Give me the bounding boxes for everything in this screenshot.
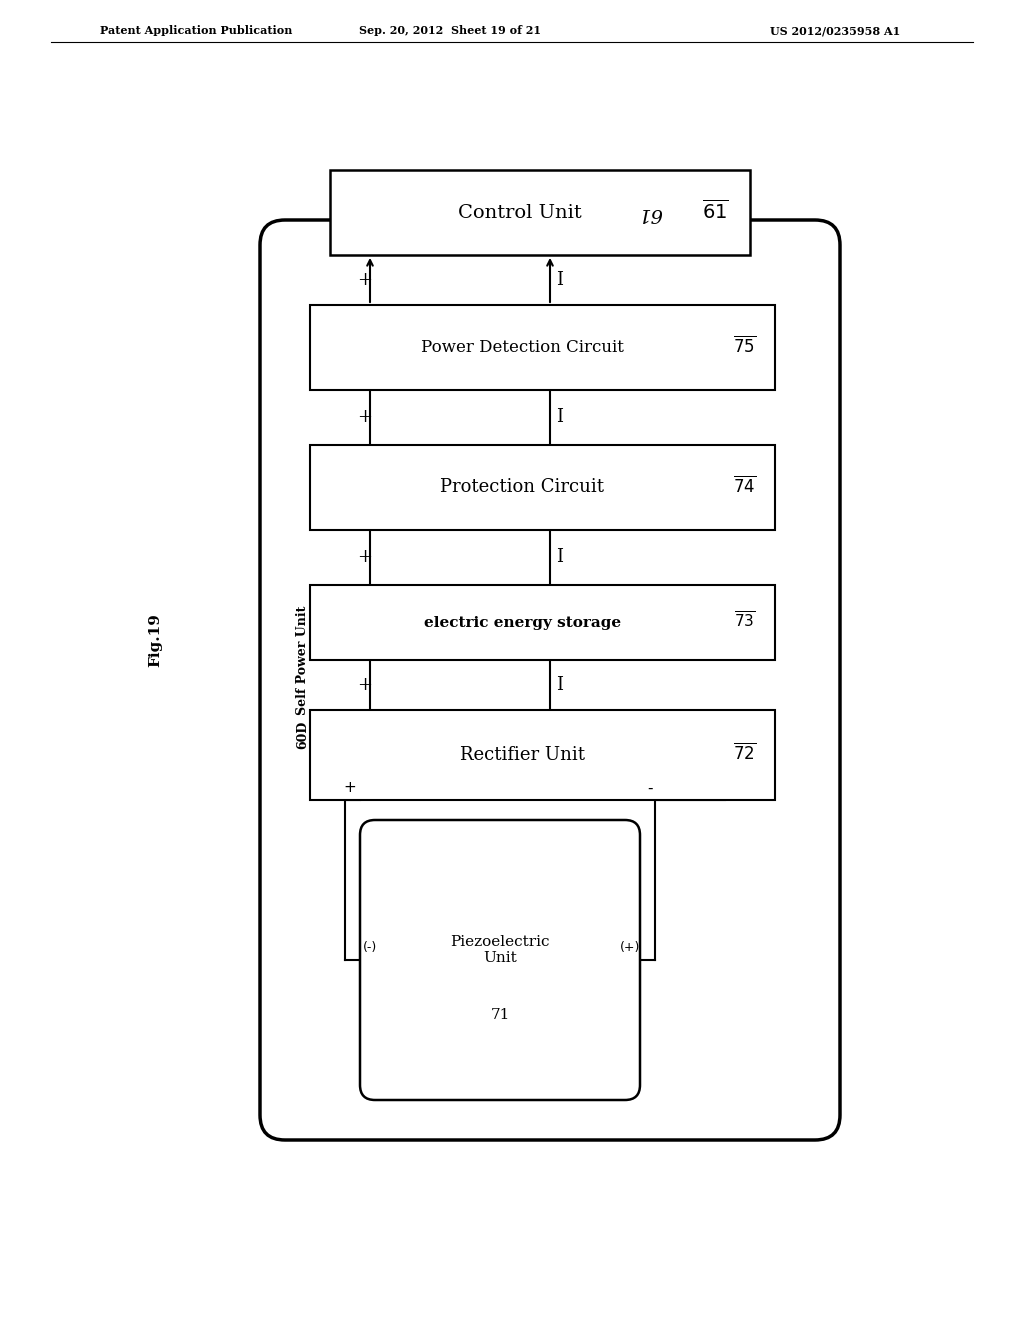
FancyBboxPatch shape bbox=[260, 220, 840, 1140]
Text: 71: 71 bbox=[490, 1008, 510, 1022]
Text: $\overline{61}$: $\overline{61}$ bbox=[701, 199, 728, 222]
Text: $\overline{74}$: $\overline{74}$ bbox=[733, 475, 757, 496]
FancyBboxPatch shape bbox=[310, 445, 775, 531]
Text: 61: 61 bbox=[638, 203, 663, 222]
Text: I: I bbox=[556, 408, 563, 426]
Text: Patent Application Publication: Patent Application Publication bbox=[100, 25, 293, 36]
FancyBboxPatch shape bbox=[310, 710, 775, 800]
Text: I: I bbox=[556, 549, 563, 566]
Text: (-): (-) bbox=[362, 941, 377, 954]
Text: Sep. 20, 2012  Sheet 19 of 21: Sep. 20, 2012 Sheet 19 of 21 bbox=[359, 25, 541, 36]
Text: Control Unit: Control Unit bbox=[458, 203, 582, 222]
Text: $\overline{75}$: $\overline{75}$ bbox=[733, 335, 757, 356]
Text: -: - bbox=[647, 780, 652, 796]
Text: Rectifier Unit: Rectifier Unit bbox=[460, 746, 585, 764]
Text: I: I bbox=[556, 271, 563, 289]
Text: (+): (+) bbox=[620, 941, 640, 954]
Text: +: + bbox=[357, 549, 373, 566]
Text: Piezoelectric
Unit: Piezoelectric Unit bbox=[451, 935, 550, 965]
FancyBboxPatch shape bbox=[360, 820, 640, 1100]
Text: Self Power Unit: Self Power Unit bbox=[297, 606, 309, 714]
FancyBboxPatch shape bbox=[310, 585, 775, 660]
Text: I: I bbox=[556, 676, 563, 694]
Text: +: + bbox=[357, 676, 373, 694]
Text: Protection Circuit: Protection Circuit bbox=[440, 478, 604, 496]
Text: Fig.19: Fig.19 bbox=[148, 612, 162, 667]
Text: +: + bbox=[357, 271, 373, 289]
Text: 60D: 60D bbox=[297, 721, 309, 750]
FancyBboxPatch shape bbox=[310, 305, 775, 389]
Text: +: + bbox=[357, 408, 373, 426]
Text: $\overline{72}$: $\overline{72}$ bbox=[733, 743, 757, 763]
Text: electric energy storage: electric energy storage bbox=[424, 615, 622, 630]
Text: $\overline{73}$: $\overline{73}$ bbox=[734, 610, 756, 631]
Text: Power Detection Circuit: Power Detection Circuit bbox=[421, 339, 624, 356]
Text: US 2012/0235958 A1: US 2012/0235958 A1 bbox=[770, 25, 900, 36]
FancyBboxPatch shape bbox=[330, 170, 750, 255]
Text: +: + bbox=[344, 780, 356, 796]
